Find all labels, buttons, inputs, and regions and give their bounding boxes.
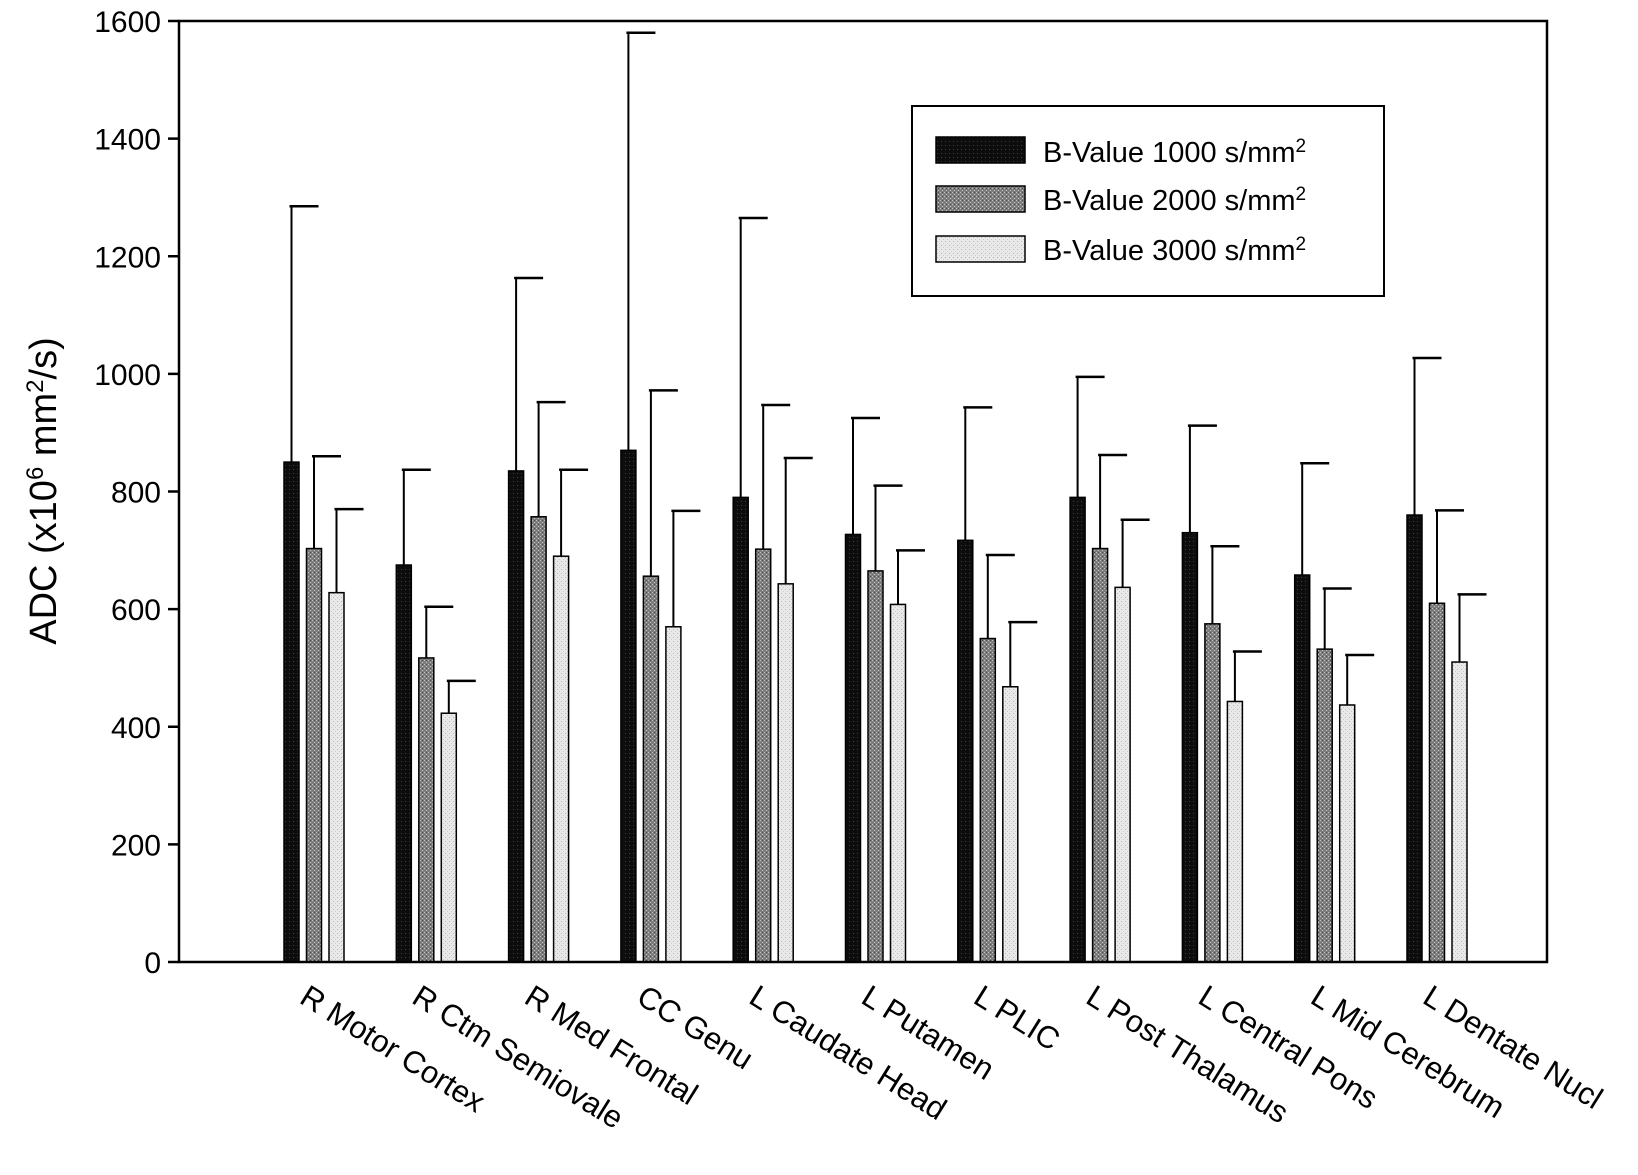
bar-b3000-r-ctm-semiovale	[440, 712, 458, 963]
legend-label-2000: B-Value 2000 s/mm2	[1043, 184, 1306, 218]
bar-b2000-l-caudate-head	[754, 548, 772, 963]
bar-b2000-l-post-thalamus	[1091, 547, 1109, 963]
y-axis-title: ADC (x106 mm2/s)	[22, 337, 66, 645]
bar-b2000-r-motor-cortex	[305, 547, 323, 963]
y-tick-label-200: 200	[111, 829, 161, 862]
legend: B-Value 1000 s/mm2 B-Value 2000 s/mm2 B-…	[911, 105, 1385, 297]
bar-b3000-l-post-thalamus	[1114, 586, 1131, 963]
y-tick-label-600: 600	[111, 594, 161, 627]
bar-b1000-l-putamen	[844, 533, 862, 963]
plot-frame	[177, 19, 1549, 964]
bar-b3000-l-mid-cerebrum	[1338, 704, 1356, 963]
bar-b1000-l-mid-cerebrum	[1293, 574, 1311, 963]
y-axis-title-prefix: ADC (x10	[23, 480, 65, 645]
bar-b1000-l-post-thalamus	[1069, 496, 1086, 963]
bar-b2000-l-plic	[979, 637, 997, 963]
y-tick-label-0: 0	[144, 947, 161, 980]
bar-b1000-l-central-pons	[1181, 531, 1199, 963]
legend-swatch-1000	[935, 136, 1026, 164]
x-tick-label-l-mid-cerebrum: L Mid Cerebrum	[1305, 978, 1511, 1125]
legend-label-1000: B-Value 1000 s/mm2	[1043, 136, 1306, 170]
legend-label-3000: B-Value 3000 s/mm2	[1043, 234, 1306, 268]
y-axis-title-suffix: /s)	[23, 337, 65, 379]
bar-b1000-r-ctm-semiovale	[395, 564, 413, 963]
bar-b1000-r-motor-cortex	[283, 461, 300, 963]
bar-b2000-l-putamen	[867, 570, 884, 963]
bar-b2000-l-dentate-nucl	[1428, 602, 1446, 963]
bar-b2000-l-central-pons	[1204, 623, 1221, 963]
y-tick-label-1600: 1600	[94, 6, 161, 39]
bar-b2000-r-med-frontal	[530, 516, 547, 963]
y-tick-label-1000: 1000	[94, 359, 161, 392]
bar-b1000-l-plic	[957, 539, 974, 963]
bar-b1000-l-dentate-nucl	[1406, 514, 1423, 963]
legend-swatch-3000	[935, 235, 1026, 263]
legend-swatch-2000	[935, 185, 1026, 213]
y-tick-label-1400: 1400	[94, 124, 161, 157]
y-axis: 0 200 400 600 800 1000 1200 1400 1600	[94, 6, 179, 980]
bar-b1000-r-med-frontal	[507, 470, 525, 963]
bar-b3000-cc-genu	[665, 626, 682, 963]
y-axis-title-exp1: 6	[22, 467, 49, 480]
x-tick-label-l-caudate-head: L Caudate Head	[743, 978, 952, 1127]
bar-b2000-r-ctm-semiovale	[418, 657, 435, 963]
bar-b3000-l-plic	[1002, 686, 1019, 963]
bar-b3000-r-med-frontal	[552, 555, 570, 963]
x-tick-label-r-motor-cortex: R Motor Cortex	[294, 978, 491, 1119]
bar-b3000-l-caudate-head	[777, 583, 794, 963]
bar-b3000-r-motor-cortex	[328, 591, 345, 963]
y-tick-label-1200: 1200	[94, 241, 161, 274]
bar-b2000-cc-genu	[642, 575, 660, 963]
y-tick-label-400: 400	[111, 712, 161, 745]
bar-b1000-l-caudate-head	[732, 496, 749, 963]
y-axis-title-middle: mm	[23, 393, 65, 467]
y-tick-label-800: 800	[111, 477, 161, 510]
bar-b2000-l-mid-cerebrum	[1316, 648, 1333, 963]
error-bars	[289, 31, 1487, 714]
x-tick-label-l-post-thalamus: L Post Thalamus	[1080, 978, 1294, 1130]
bar-b3000-l-dentate-nucl	[1451, 661, 1468, 963]
bar-b3000-l-putamen	[889, 603, 907, 963]
y-axis-title-exp2: 2	[22, 379, 49, 392]
bar-b3000-l-central-pons	[1226, 700, 1244, 963]
bar-b1000-cc-genu	[620, 449, 637, 963]
